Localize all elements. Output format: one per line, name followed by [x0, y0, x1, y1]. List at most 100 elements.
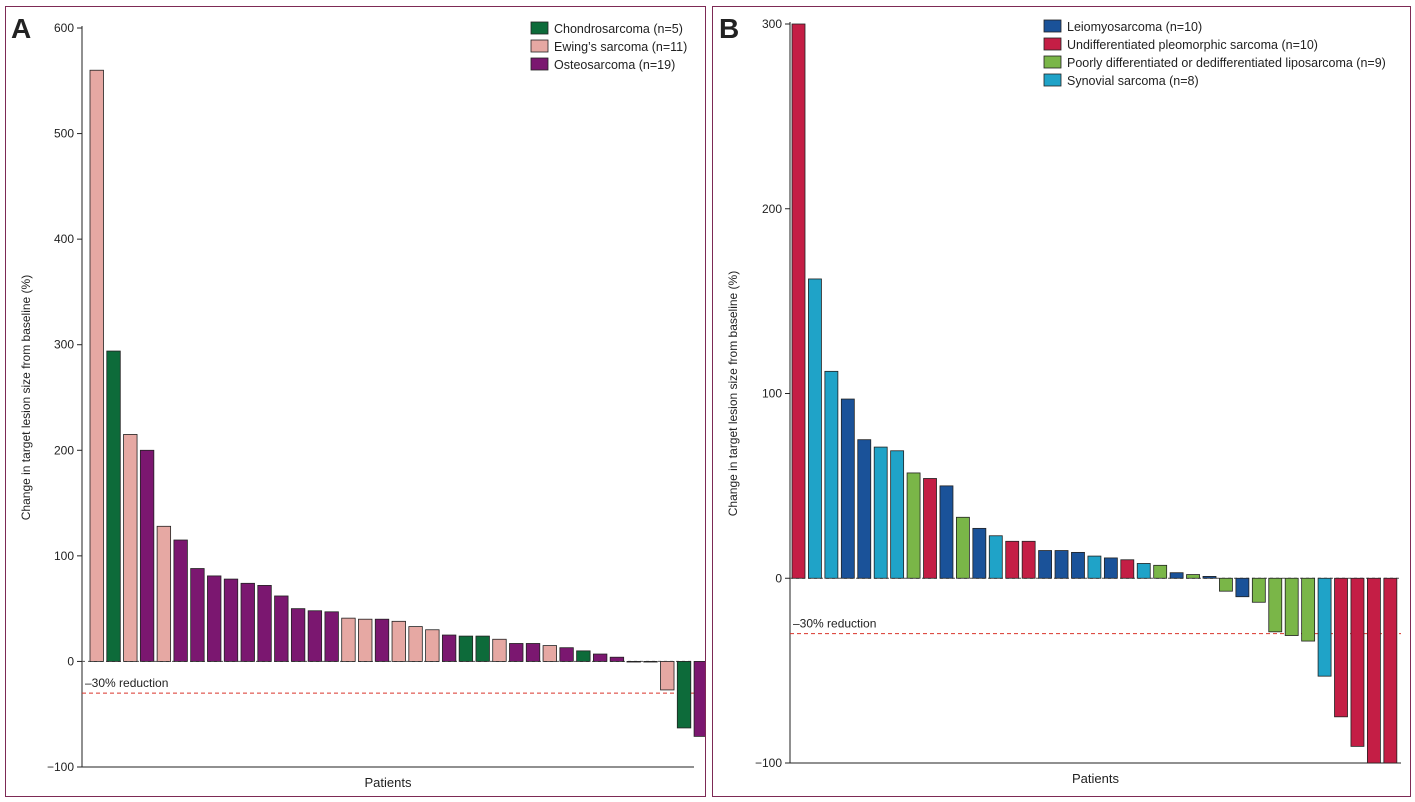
chart-a-bar [509, 643, 524, 662]
chart-b-bar [1350, 577, 1365, 747]
chart-a-x-axis-label: Patients [365, 775, 412, 790]
chart-b-legend-swatch [1043, 73, 1062, 87]
chart-b-y-tick-label: 100 [762, 387, 782, 401]
chart-a-bar [240, 582, 255, 662]
chart-b-bar [1071, 551, 1085, 579]
panel-b: B 300 200 100 0 −100 –30% reduction Change in … [712, 6, 1411, 797]
chart-a-bar [676, 661, 692, 729]
chart-b-bar [1334, 577, 1348, 718]
chart-a-bar [123, 434, 138, 662]
chart-b-bar [1202, 576, 1217, 579]
chart-b-y-tick-label: 0 [775, 571, 782, 585]
chart-a-bar [358, 618, 373, 662]
chart-a-bar [223, 578, 239, 662]
chart-b-bar [923, 478, 937, 579]
chart-b-legend-swatch [1043, 37, 1062, 51]
chart-a-bar [173, 539, 188, 662]
chart-b-y-tick-label: 200 [762, 202, 782, 216]
chart-b-bar [1383, 577, 1398, 764]
chart-b-bar [1219, 577, 1233, 592]
chart-b: 300 200 100 0 −100 –30% reduction Change in ta… [726, 17, 1401, 786]
chart-b-bar [1087, 555, 1102, 579]
chart-a-bar [609, 656, 625, 662]
chart-a-bar [207, 575, 222, 662]
chart-a-bar [660, 661, 675, 691]
chart-b-bar [1235, 577, 1250, 598]
chart-a-bar [626, 661, 641, 663]
chart-a-bar [525, 643, 541, 662]
chart-a-bar [559, 647, 574, 662]
chart-a-bar [156, 525, 172, 662]
chart-a-legend-label: Osteosarcoma (n=19) [554, 58, 675, 72]
chart-a-bar [458, 635, 474, 662]
chart-a-y-axis-label: Change in target lesion size from baseli… [19, 275, 33, 520]
chart-a-y-tick-label: 400 [54, 232, 74, 246]
chart-b-bar [840, 398, 855, 579]
chart-b-y-tick-label: −100 [755, 756, 782, 770]
chart-a-legend-swatch [530, 21, 549, 35]
chart-b-bar [988, 535, 1003, 579]
chart-b-reference-label: –30% reduction [793, 617, 876, 631]
chart-a-y-tick-label: 600 [54, 21, 74, 35]
chart-b-bar [1103, 557, 1118, 579]
chart-b-bar [972, 527, 987, 579]
chart-b-bar [939, 485, 954, 579]
chart-b-legend-label: Undifferentiated pleomorphic sarcoma (n=… [1067, 38, 1318, 52]
chart-b-bar [873, 446, 888, 579]
chart-a-bar [307, 610, 323, 662]
chart-a-y-tick-label: 300 [54, 338, 74, 352]
chart-b-legend-label: Leiomyosarcoma (n=10) [1067, 20, 1202, 34]
chart-b-bar [1038, 550, 1053, 579]
chart-b-bar [1367, 577, 1381, 764]
chart-a-bar [257, 585, 272, 662]
chart-a-bar [106, 350, 121, 662]
chart-b-bar [1120, 559, 1135, 579]
chart-b-bar [1186, 574, 1200, 579]
chart-a-bar [89, 69, 104, 662]
chart-a-bar [475, 635, 490, 662]
chart-a-bar [441, 634, 457, 662]
chart-a-bar [576, 650, 591, 662]
chart-b-legend-swatch [1043, 19, 1062, 33]
chart-b-bar [955, 516, 970, 579]
chart-b-bar [1317, 577, 1332, 677]
chart-a-bar [425, 629, 440, 662]
chart-a-bar [693, 661, 705, 737]
chart-a-bar [643, 661, 658, 663]
chart-b-x-axis-label: Patients [1072, 771, 1119, 786]
chart-a-bar [408, 626, 423, 662]
chart-b-bar [857, 439, 872, 579]
chart-a-bar [542, 645, 557, 662]
chart-a-y-tick-label: 0 [67, 654, 74, 668]
chart-b-bar [906, 472, 921, 579]
chart-b-legend-label: Synovial sarcoma (n=8) [1067, 74, 1199, 88]
chart-b-bar [1021, 540, 1036, 579]
chart-a-bar [139, 449, 155, 662]
chart-b-legend-swatch [1043, 55, 1062, 69]
chart-b-bar [1153, 564, 1168, 579]
chart-b-y-tick-label: 300 [762, 17, 782, 31]
chart-a-bar [593, 653, 608, 662]
chart-b-bar [824, 370, 839, 579]
chart-b-bar [1268, 577, 1283, 633]
chart-a-legend-swatch [530, 39, 549, 53]
panel-label-b: B [719, 13, 740, 44]
chart-a-y-tick-label: 200 [54, 443, 74, 457]
chart-a-bar [274, 595, 289, 662]
chart-a-bar [391, 620, 406, 662]
chart-b-bar [1169, 572, 1184, 579]
chart-a-bar [190, 568, 205, 662]
chart-a-legend-swatch [530, 57, 549, 71]
panel-label-a: A [11, 13, 32, 44]
chart-b-bar [808, 278, 822, 579]
panel-a: A 600 500 400 300 200 100 0 −100 –30% reduction C… [5, 6, 706, 797]
chart-a-bar [290, 608, 306, 662]
chart-a-legend-label: Chondrosarcoma (n=5) [554, 22, 683, 36]
chart-a-y-tick-label: 100 [54, 549, 74, 563]
chart-a-y-tick-label: −100 [47, 760, 74, 774]
chart-b-legend-label: Poorly differentiated or dedifferentiate… [1067, 56, 1386, 70]
chart-a-bar [492, 638, 507, 662]
chart-b-y-axis-label: Change in target lesion size from baseli… [726, 271, 740, 516]
chart-a-reference-label: –30% reduction [85, 676, 168, 690]
chart-b-bar [890, 450, 905, 579]
